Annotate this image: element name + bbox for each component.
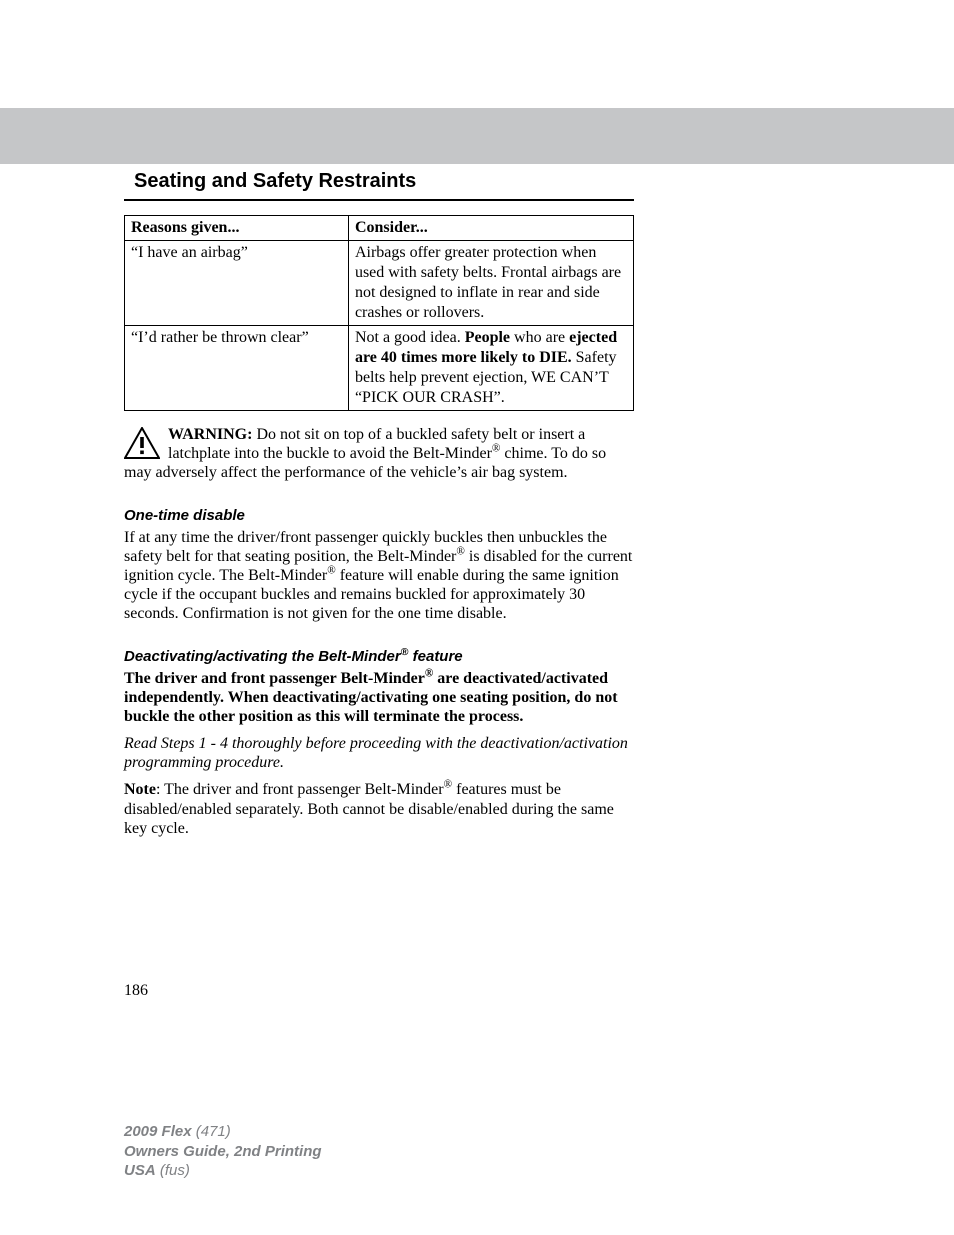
text-bold: People bbox=[465, 329, 510, 346]
warning-label: WARNING: bbox=[168, 426, 252, 443]
footer-line-2: Owners Guide, 2nd Printing bbox=[124, 1142, 322, 1162]
reasons-table: Reasons given... Consider... “I have an … bbox=[124, 215, 634, 411]
footer-line-1: 2009 Flex (471) bbox=[124, 1122, 322, 1142]
text: who are bbox=[510, 329, 569, 346]
table-row: “I’d rather be thrown clear” Not a good … bbox=[125, 326, 634, 411]
footer-model-code: (471) bbox=[192, 1123, 231, 1140]
section-title-wrap: Seating and Safety Restraints bbox=[124, 170, 634, 201]
page-number: 186 bbox=[124, 982, 148, 1000]
cell-consider-2: Not a good idea. People who are ejected … bbox=[348, 326, 633, 411]
table-header-row: Reasons given... Consider... bbox=[125, 216, 634, 241]
text: feature bbox=[408, 648, 462, 665]
note-label: Note bbox=[124, 781, 156, 798]
header-reason: Reasons given... bbox=[125, 216, 349, 241]
text: Not a good idea. bbox=[355, 329, 465, 346]
warning-block: WARNING: Do not sit on top of a buckled … bbox=[124, 425, 634, 483]
one-time-disable-text: If at any time the driver/front passenge… bbox=[124, 528, 634, 624]
section-title: Seating and Safety Restraints bbox=[124, 170, 634, 193]
table-row: “I have an airbag” Airbags offer greater… bbox=[125, 241, 634, 326]
registered-mark-icon: ® bbox=[444, 779, 453, 791]
registered-mark-icon: ® bbox=[425, 667, 433, 679]
footer-region-code: (fus) bbox=[156, 1162, 190, 1179]
cell-reason-2: “I’d rather be thrown clear” bbox=[125, 326, 349, 411]
footer-model: 2009 Flex bbox=[124, 1123, 192, 1140]
header-consider: Consider... bbox=[348, 216, 633, 241]
footer-line-3: USA (fus) bbox=[124, 1161, 322, 1181]
text: The driver and front passenger Belt-Mind… bbox=[124, 670, 425, 687]
cell-consider-1: Airbags offer greater protection when us… bbox=[348, 241, 633, 326]
subhead-deactivating: Deactivating/activating the Belt-Minder®… bbox=[124, 648, 634, 665]
cell-reason-1: “I have an airbag” bbox=[125, 241, 349, 326]
page: Seating and Safety Restraints Reasons gi… bbox=[0, 0, 954, 1235]
deactivating-italic-text: Read Steps 1 - 4 thoroughly before proce… bbox=[124, 734, 634, 772]
deactivating-bold-text: The driver and front passenger Belt-Mind… bbox=[124, 669, 634, 727]
registered-mark-icon: ® bbox=[456, 545, 465, 557]
footer-region: USA bbox=[124, 1162, 156, 1179]
registered-mark-icon: ® bbox=[327, 565, 336, 577]
text: Deactivating/activating the Belt-Minder bbox=[124, 648, 401, 665]
text: : The driver and front passenger Belt-Mi… bbox=[156, 781, 444, 798]
footer: 2009 Flex (471) Owners Guide, 2nd Printi… bbox=[124, 1122, 322, 1181]
content-area: Seating and Safety Restraints Reasons gi… bbox=[124, 170, 634, 846]
header-gray-band bbox=[0, 108, 954, 164]
deactivating-note: Note: The driver and front passenger Bel… bbox=[124, 780, 634, 838]
warning-triangle-icon bbox=[124, 427, 160, 459]
subhead-one-time-disable: One-time disable bbox=[124, 507, 634, 524]
